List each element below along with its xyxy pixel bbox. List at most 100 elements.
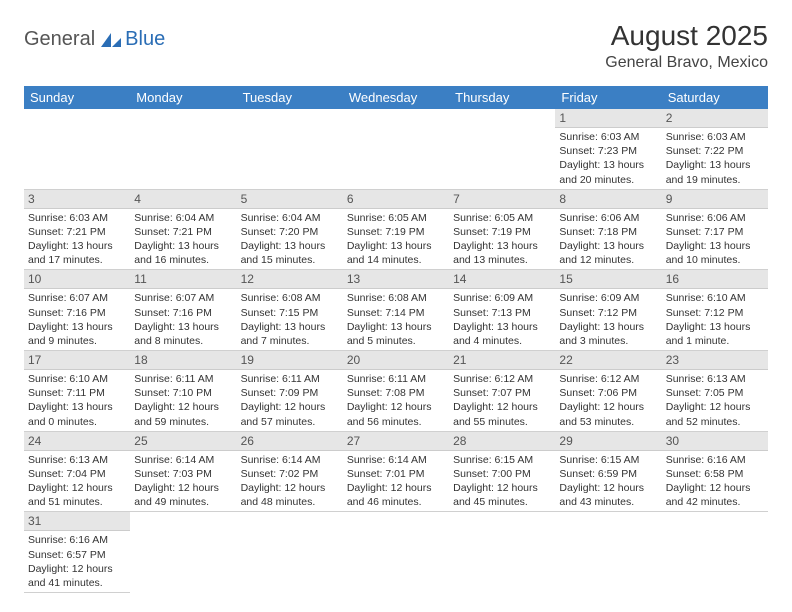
calendar-table: SundayMondayTuesdayWednesdayThursdayFrid… — [24, 86, 768, 593]
calendar-cell: 12Sunrise: 6:08 AMSunset: 7:15 PMDayligh… — [237, 270, 343, 351]
calendar-cell: 8Sunrise: 6:06 AMSunset: 7:18 PMDaylight… — [555, 189, 661, 270]
sunrise-text: Sunrise: 6:06 AM — [666, 211, 764, 225]
sunset-text: Sunset: 7:22 PM — [666, 144, 764, 158]
sunrise-text: Sunrise: 6:14 AM — [347, 453, 445, 467]
daylight-text: Daylight: 13 hours and 9 minutes. — [28, 320, 126, 348]
sunrise-text: Sunrise: 6:03 AM — [559, 130, 657, 144]
day-header: Thursday — [449, 86, 555, 109]
day-number: 31 — [24, 512, 130, 531]
sunset-text: Sunset: 6:57 PM — [28, 548, 126, 562]
daylight-text: Daylight: 12 hours and 43 minutes. — [559, 481, 657, 509]
calendar-cell: 30Sunrise: 6:16 AMSunset: 6:58 PMDayligh… — [662, 431, 768, 512]
header: General Blue August 2025 General Bravo, … — [24, 20, 768, 72]
day-number: 21 — [449, 351, 555, 370]
sunset-text: Sunset: 7:02 PM — [241, 467, 339, 481]
sunset-text: Sunset: 7:05 PM — [666, 386, 764, 400]
calendar-cell: 29Sunrise: 6:15 AMSunset: 6:59 PMDayligh… — [555, 431, 661, 512]
daylight-text: Daylight: 12 hours and 59 minutes. — [134, 400, 232, 428]
calendar-cell: 3Sunrise: 6:03 AMSunset: 7:21 PMDaylight… — [24, 189, 130, 270]
sunrise-text: Sunrise: 6:14 AM — [134, 453, 232, 467]
sunrise-text: Sunrise: 6:10 AM — [28, 372, 126, 386]
calendar-cell: 6Sunrise: 6:05 AMSunset: 7:19 PMDaylight… — [343, 189, 449, 270]
calendar-cell — [343, 109, 449, 189]
sunset-text: Sunset: 7:01 PM — [347, 467, 445, 481]
daylight-text: Daylight: 12 hours and 55 minutes. — [453, 400, 551, 428]
sunrise-text: Sunrise: 6:08 AM — [241, 291, 339, 305]
empty-cell — [662, 512, 768, 530]
day-details: Sunrise: 6:11 AMSunset: 7:08 PMDaylight:… — [343, 370, 449, 431]
sail-icon — [99, 31, 123, 49]
calendar-cell: 13Sunrise: 6:08 AMSunset: 7:14 PMDayligh… — [343, 270, 449, 351]
sunset-text: Sunset: 7:18 PM — [559, 225, 657, 239]
day-number: 15 — [555, 270, 661, 289]
daylight-text: Daylight: 13 hours and 12 minutes. — [559, 239, 657, 267]
daylight-text: Daylight: 12 hours and 48 minutes. — [241, 481, 339, 509]
page-title: August 2025 — [605, 20, 768, 52]
calendar-cell — [237, 109, 343, 189]
empty-cell — [237, 512, 343, 530]
day-number: 12 — [237, 270, 343, 289]
calendar-cell — [237, 512, 343, 593]
day-number: 2 — [662, 109, 768, 128]
empty-cell — [343, 109, 449, 127]
calendar-cell: 7Sunrise: 6:05 AMSunset: 7:19 PMDaylight… — [449, 189, 555, 270]
day-number: 8 — [555, 190, 661, 209]
sunset-text: Sunset: 7:10 PM — [134, 386, 232, 400]
daylight-text: Daylight: 13 hours and 10 minutes. — [666, 239, 764, 267]
day-number: 7 — [449, 190, 555, 209]
sunrise-text: Sunrise: 6:11 AM — [241, 372, 339, 386]
calendar-cell: 20Sunrise: 6:11 AMSunset: 7:08 PMDayligh… — [343, 351, 449, 432]
empty-cell — [449, 109, 555, 127]
empty-cell — [237, 109, 343, 127]
calendar-cell: 14Sunrise: 6:09 AMSunset: 7:13 PMDayligh… — [449, 270, 555, 351]
day-details: Sunrise: 6:12 AMSunset: 7:06 PMDaylight:… — [555, 370, 661, 431]
day-details: Sunrise: 6:06 AMSunset: 7:17 PMDaylight:… — [662, 209, 768, 270]
day-header: Saturday — [662, 86, 768, 109]
calendar-cell: 26Sunrise: 6:14 AMSunset: 7:02 PMDayligh… — [237, 431, 343, 512]
logo: General Blue — [24, 28, 165, 51]
day-number: 28 — [449, 432, 555, 451]
sunrise-text: Sunrise: 6:15 AM — [559, 453, 657, 467]
calendar-cell: 16Sunrise: 6:10 AMSunset: 7:12 PMDayligh… — [662, 270, 768, 351]
sunrise-text: Sunrise: 6:12 AM — [559, 372, 657, 386]
day-number: 20 — [343, 351, 449, 370]
calendar-week: 10Sunrise: 6:07 AMSunset: 7:16 PMDayligh… — [24, 270, 768, 351]
daylight-text: Daylight: 13 hours and 5 minutes. — [347, 320, 445, 348]
daylight-text: Daylight: 13 hours and 20 minutes. — [559, 158, 657, 186]
day-details: Sunrise: 6:07 AMSunset: 7:16 PMDaylight:… — [130, 289, 236, 350]
daylight-text: Daylight: 13 hours and 14 minutes. — [347, 239, 445, 267]
sunrise-text: Sunrise: 6:05 AM — [453, 211, 551, 225]
empty-cell — [24, 109, 130, 127]
sunset-text: Sunset: 7:16 PM — [134, 306, 232, 320]
calendar-cell: 25Sunrise: 6:14 AMSunset: 7:03 PMDayligh… — [130, 431, 236, 512]
sunset-text: Sunset: 7:19 PM — [347, 225, 445, 239]
day-details: Sunrise: 6:13 AMSunset: 7:05 PMDaylight:… — [662, 370, 768, 431]
day-details: Sunrise: 6:08 AMSunset: 7:15 PMDaylight:… — [237, 289, 343, 350]
day-details: Sunrise: 6:15 AMSunset: 6:59 PMDaylight:… — [555, 451, 661, 512]
day-details: Sunrise: 6:14 AMSunset: 7:01 PMDaylight:… — [343, 451, 449, 512]
day-details: Sunrise: 6:09 AMSunset: 7:13 PMDaylight:… — [449, 289, 555, 350]
calendar-cell: 21Sunrise: 6:12 AMSunset: 7:07 PMDayligh… — [449, 351, 555, 432]
day-number: 5 — [237, 190, 343, 209]
empty-cell — [343, 512, 449, 530]
day-number: 10 — [24, 270, 130, 289]
sunrise-text: Sunrise: 6:15 AM — [453, 453, 551, 467]
day-header: Sunday — [24, 86, 130, 109]
sunrise-text: Sunrise: 6:12 AM — [453, 372, 551, 386]
logo-text-general: General — [24, 28, 95, 51]
calendar-cell: 19Sunrise: 6:11 AMSunset: 7:09 PMDayligh… — [237, 351, 343, 432]
sunset-text: Sunset: 7:06 PM — [559, 386, 657, 400]
daylight-text: Daylight: 13 hours and 13 minutes. — [453, 239, 551, 267]
day-header: Wednesday — [343, 86, 449, 109]
sunset-text: Sunset: 7:04 PM — [28, 467, 126, 481]
day-details: Sunrise: 6:10 AMSunset: 7:12 PMDaylight:… — [662, 289, 768, 350]
day-details: Sunrise: 6:03 AMSunset: 7:22 PMDaylight:… — [662, 128, 768, 189]
calendar-week: 24Sunrise: 6:13 AMSunset: 7:04 PMDayligh… — [24, 431, 768, 512]
day-details: Sunrise: 6:15 AMSunset: 7:00 PMDaylight:… — [449, 451, 555, 512]
calendar-cell: 31Sunrise: 6:16 AMSunset: 6:57 PMDayligh… — [24, 512, 130, 593]
calendar-cell: 24Sunrise: 6:13 AMSunset: 7:04 PMDayligh… — [24, 431, 130, 512]
sunset-text: Sunset: 7:08 PM — [347, 386, 445, 400]
daylight-text: Daylight: 13 hours and 16 minutes. — [134, 239, 232, 267]
day-number: 23 — [662, 351, 768, 370]
day-number: 25 — [130, 432, 236, 451]
